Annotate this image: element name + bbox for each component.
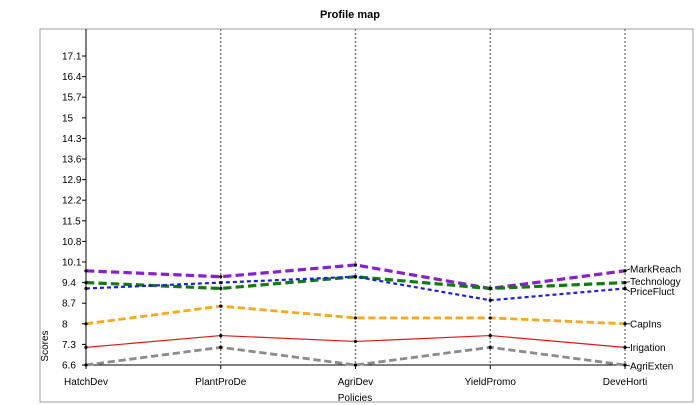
data-point-Irigation	[488, 333, 492, 338]
data-point-Technology	[219, 286, 223, 291]
y-tick-label: 10.8	[62, 237, 82, 248]
data-point-PriceFluct	[219, 281, 223, 285]
end-label-CapIns: CapIns	[630, 319, 662, 330]
series-line-PriceFluct	[85, 275, 626, 302]
data-point-Technology	[488, 286, 492, 291]
data-point-CapIns	[219, 304, 223, 308]
data-point-AgriExten	[219, 345, 223, 349]
y-tick-label: 7.3	[62, 340, 76, 351]
data-point-CapIns	[84, 322, 88, 326]
end-label-Irigation: Irigation	[630, 343, 666, 354]
y-tick-label: 11.5	[62, 216, 81, 227]
data-point-AgriExten	[84, 363, 88, 367]
y-tick-label: 6.6	[62, 361, 76, 372]
data-point-Irigation	[219, 333, 223, 338]
end-label-Technology: Technology	[630, 277, 681, 288]
y-tick-label: 8	[62, 319, 68, 330]
vertical-gridlines	[220, 29, 626, 365]
y-tick-label: 8.7	[62, 299, 76, 310]
data-point-Technology	[84, 281, 88, 285]
chart-title: Profile map	[320, 9, 380, 21]
data-point-PriceFluct	[353, 275, 358, 279]
y-tick-label: 12.9	[62, 175, 82, 186]
y-axis-ticks: 6.6 7.3 8 8.7 9.4 10.1 10.8 11.5 12.2 12.9 13.6 14.…	[62, 52, 86, 372]
series-lines	[84, 263, 627, 367]
x-tick-label: DeveHorti	[603, 377, 647, 388]
end-label-PriceFluct: PriceFluct	[630, 287, 675, 298]
x-tick-label: YieldPromo	[465, 377, 517, 388]
plot-frame	[39, 28, 694, 403]
y-tick-label: 9.4	[62, 278, 76, 289]
data-point-AgriExten	[488, 345, 492, 349]
x-axis-label: Policies	[338, 393, 372, 404]
x-tick-label: HatchDev	[64, 377, 108, 388]
y-tick-label: 13.6	[62, 155, 82, 166]
data-point-CapIns	[488, 316, 492, 320]
y-tick-label: 15.7	[62, 93, 82, 104]
end-label-MarkReach: MarkReach	[630, 264, 681, 275]
end-label-leader	[624, 364, 631, 367]
series-line-CapIns	[85, 304, 626, 326]
y-tick-label: 12.2	[62, 196, 82, 207]
series-line-AgriExten	[85, 345, 626, 367]
data-point-PriceFluct	[84, 286, 88, 291]
data-point-AgriExten	[353, 363, 358, 367]
y-tick-label: 10.1	[62, 258, 82, 269]
data-point-MarkReach	[353, 263, 358, 267]
end-label-AgriExten: AgriExten	[630, 362, 673, 373]
y-tick-label: 16.4	[62, 72, 82, 83]
y-axis-label: Scores	[40, 330, 51, 361]
x-tick-label: AgriDev	[338, 377, 374, 388]
y-tick-label: 15	[62, 113, 74, 124]
x-tick-label: PlantProDe	[195, 377, 247, 388]
y-tick-label: 14.3	[62, 134, 82, 145]
end-label-leader	[624, 281, 631, 283]
data-point-PriceFluct	[488, 298, 492, 302]
x-axis-ticks: HatchDev PlantProDe AgriDev YieldPromo DeveH…	[64, 365, 647, 388]
end-label-leader	[624, 288, 631, 292]
data-point-CapIns	[353, 316, 358, 320]
data-point-MarkReach	[84, 269, 88, 273]
y-tick-label: 17.1	[62, 52, 82, 63]
data-point-Irigation	[84, 345, 88, 349]
data-point-MarkReach	[219, 275, 223, 279]
end-label-leader	[624, 268, 631, 272]
data-point-Irigation	[353, 339, 358, 344]
